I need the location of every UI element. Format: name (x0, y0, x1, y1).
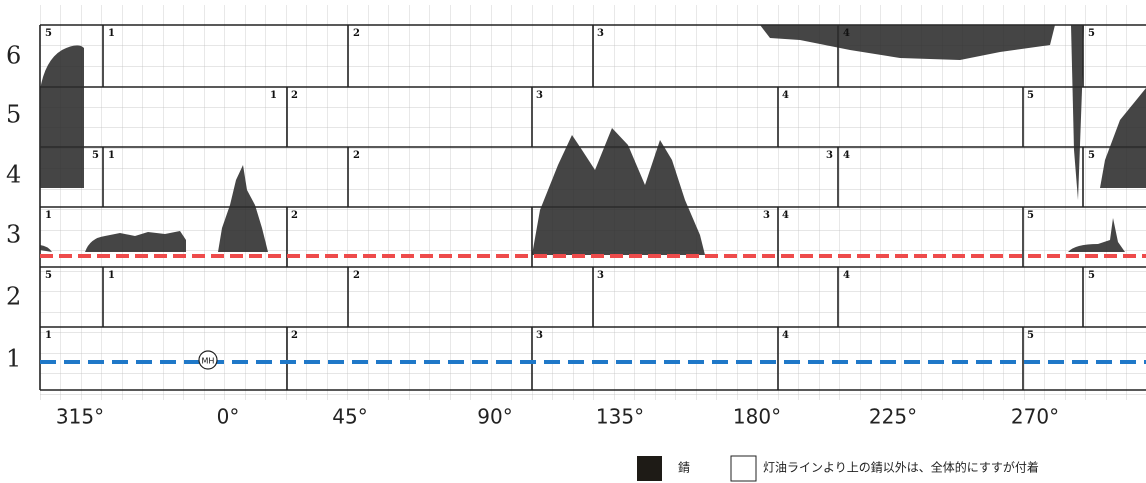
manhole-label: MH (202, 357, 215, 366)
angle-label: 135° (596, 405, 644, 429)
row-label: 6 (6, 42, 21, 70)
rust (1100, 88, 1146, 188)
rust (85, 231, 186, 252)
angle-label: 180° (733, 405, 781, 429)
legend-label: 錆 (678, 460, 690, 475)
plate-number: 4 (782, 330, 789, 341)
plate-number: 2 (353, 270, 360, 281)
plate-number: 1 (108, 28, 115, 39)
plate-number: 3 (826, 150, 833, 161)
plate-number: 5 (1027, 90, 1034, 101)
plate-number: 5 (1088, 270, 1095, 281)
rust-areas (40, 25, 1146, 255)
plate-number: 4 (843, 28, 850, 39)
row-label: 5 (6, 101, 21, 129)
plate-number: 2 (291, 210, 298, 221)
rust (532, 128, 705, 255)
rust (760, 25, 1055, 60)
plate-number: 3 (763, 210, 770, 221)
plate-number: 4 (782, 210, 789, 221)
plate-number: 5 (45, 270, 52, 281)
rust (40, 245, 52, 252)
plate-number: 1 (108, 270, 115, 281)
angle-label: 0° (217, 405, 240, 429)
plate-number: 4 (843, 270, 850, 281)
plate-number: 3 (597, 28, 604, 39)
angle-label: 315° (56, 405, 104, 429)
plate-seams (39, 24, 1146, 391)
rust (40, 45, 84, 188)
manhole-marker (198, 350, 218, 370)
plate-number: 1 (270, 90, 277, 101)
angle-label: 225° (869, 405, 917, 429)
plate-number: 5 (1027, 330, 1034, 341)
plate-number: 3 (536, 330, 543, 341)
plate-number: 2 (353, 150, 360, 161)
legend-swatch-soot (730, 455, 757, 482)
legend-label: 灯油ラインより上の錆以外は、全体的にすすが付着 (763, 460, 1039, 475)
plate-number: 2 (291, 90, 298, 101)
rust (1071, 25, 1084, 200)
plate-number: 1 (45, 210, 52, 221)
plate-number: 5 (1088, 28, 1095, 39)
plate-number: 3 (536, 90, 543, 101)
angle-label: 90° (477, 405, 512, 429)
plate-number: 4 (782, 90, 789, 101)
plate-number: 1 (45, 330, 52, 341)
plate-number: 5 (1088, 150, 1095, 161)
plate-number: 2 (291, 330, 298, 341)
plate-number: 1 (108, 150, 115, 161)
plate-number: 5 (92, 150, 99, 161)
legend-swatch-rust (637, 456, 662, 481)
plate-number: 3 (597, 270, 604, 281)
rust (1068, 218, 1125, 252)
row-label: 2 (6, 283, 21, 311)
labels: 5 1 2 3 4 51 2 3 4 55 1 2 3 4 51 2 3 4 55 1 2 3 4 51 2 3 4 56543213… (6, 28, 1095, 429)
row-label: 4 (6, 161, 21, 189)
row-label: 1 (6, 345, 21, 373)
row-label: 3 (6, 221, 21, 249)
angle-label: 270° (1011, 405, 1059, 429)
angle-label: 45° (332, 405, 367, 429)
plate-number: 5 (45, 28, 52, 39)
rust (218, 165, 268, 252)
plate-number: 2 (353, 28, 360, 39)
plate-number: 5 (1027, 210, 1034, 221)
plate-number: 4 (843, 150, 850, 161)
